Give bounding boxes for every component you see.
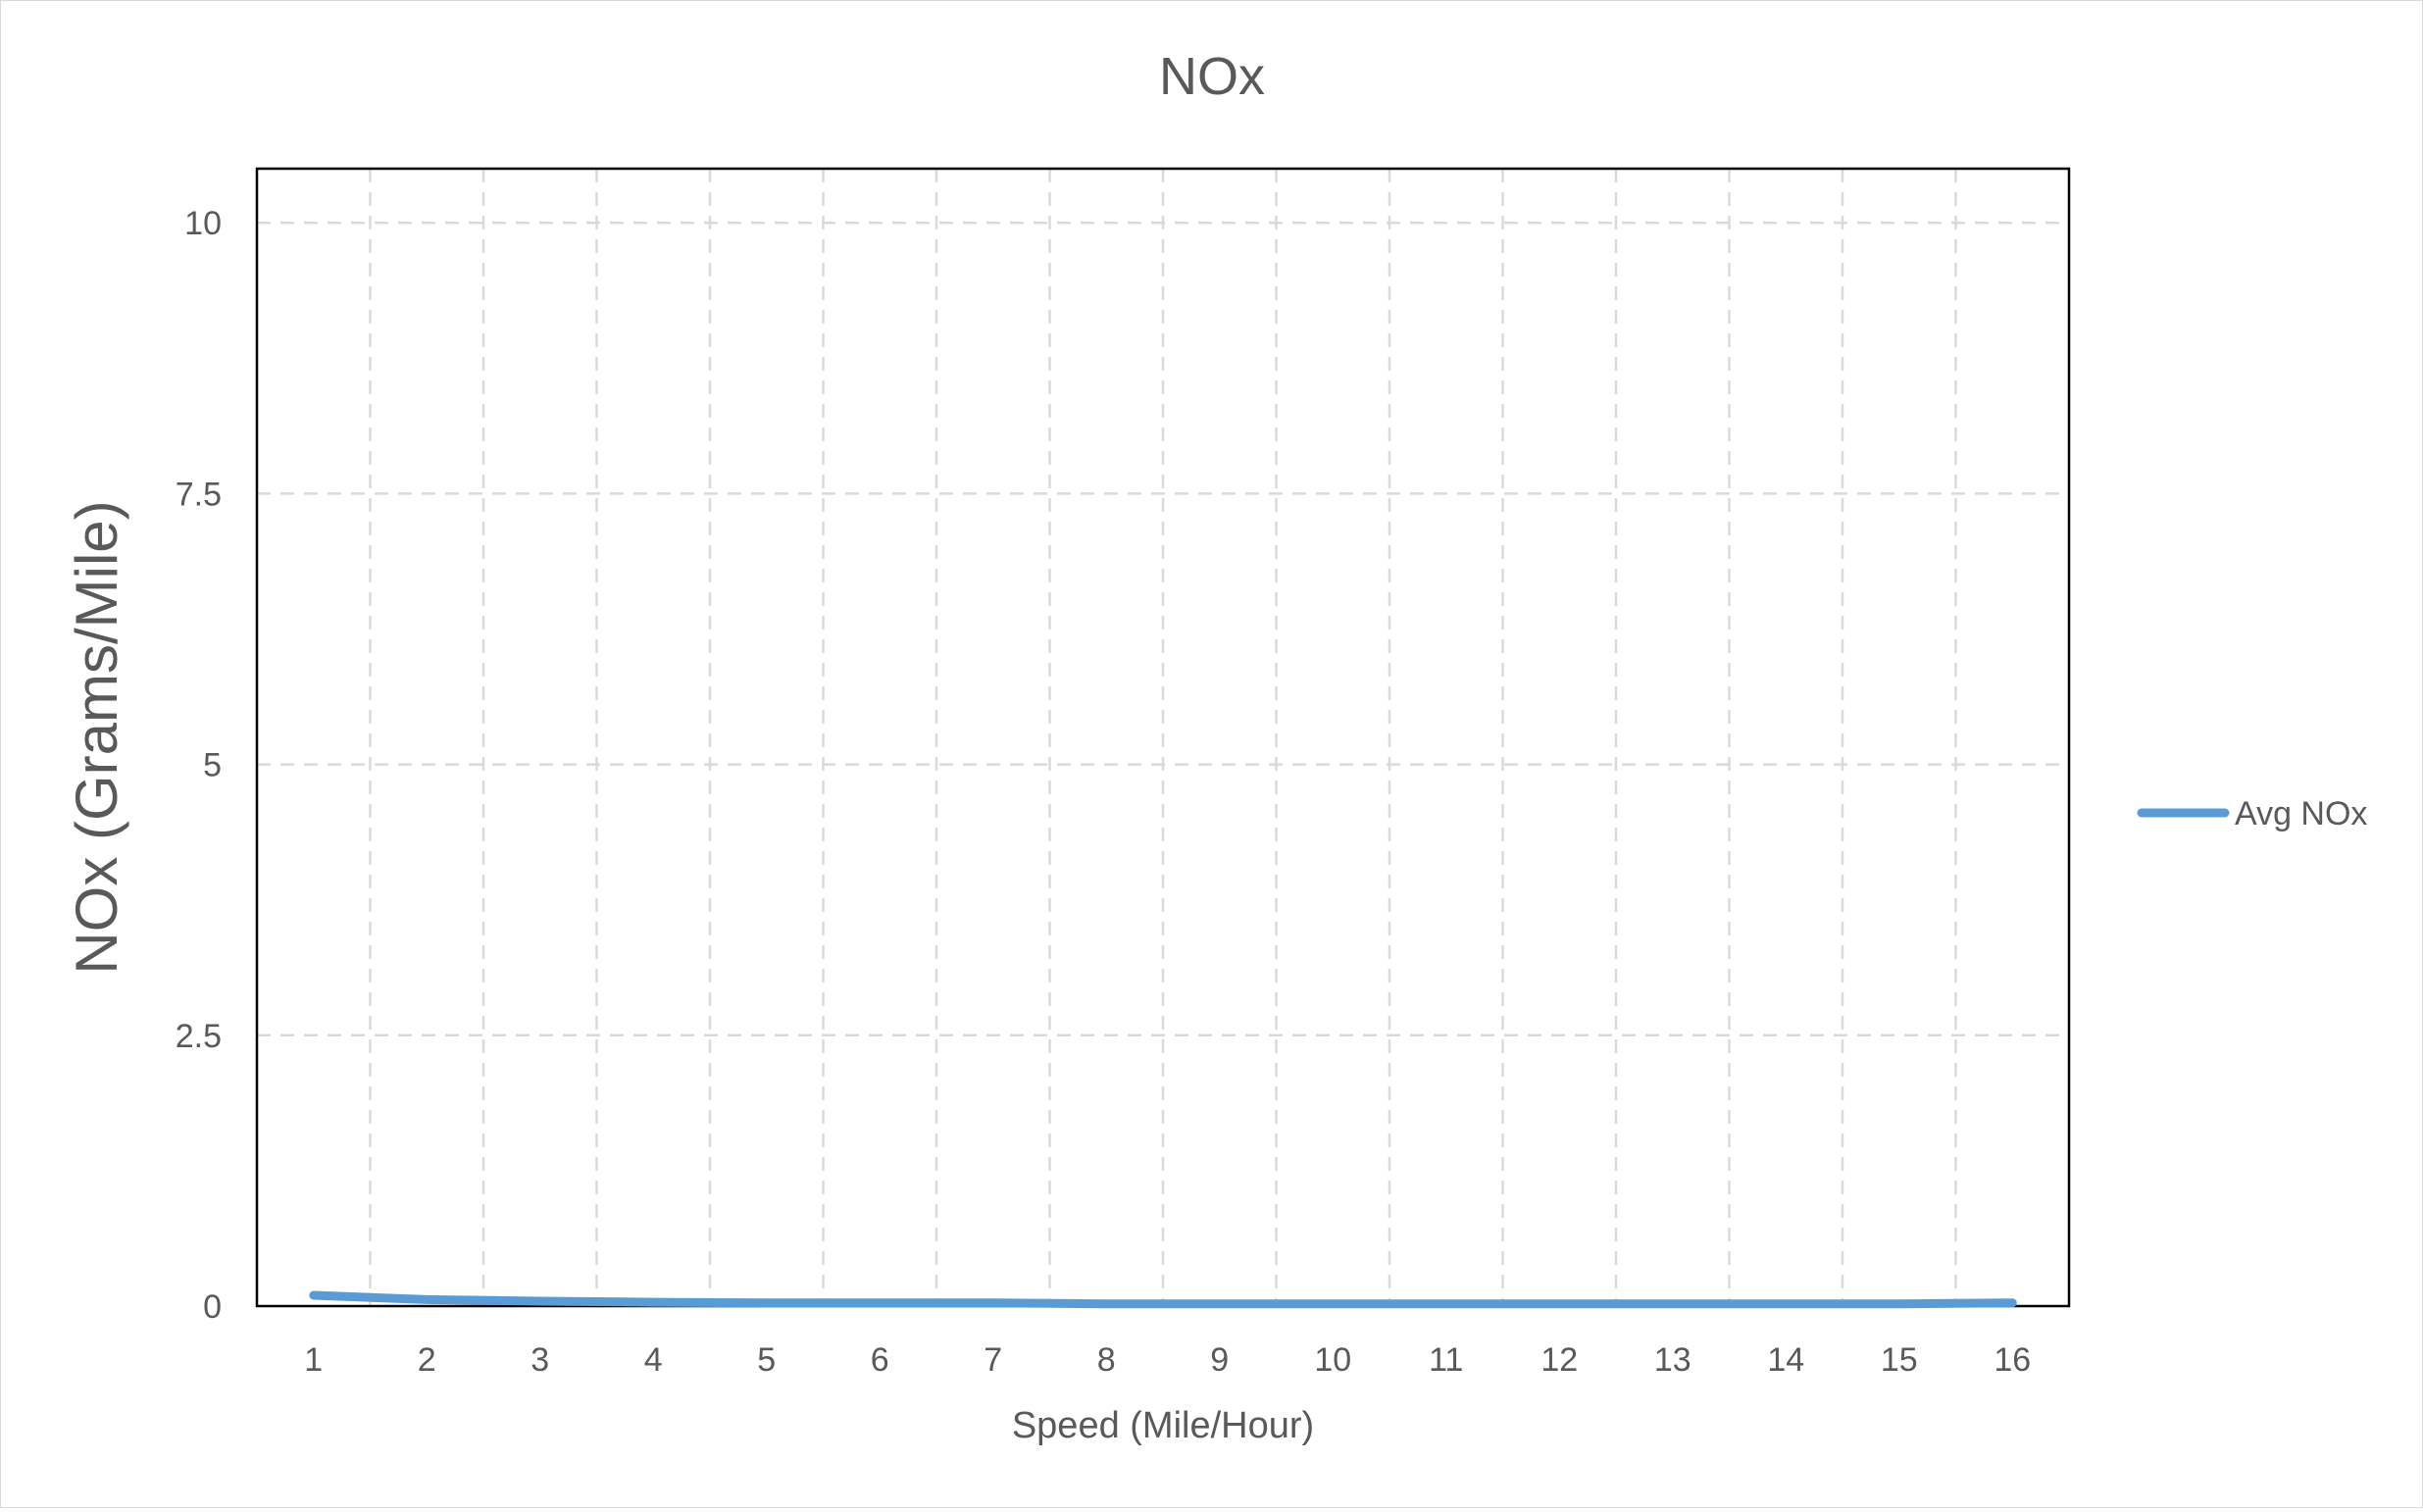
series-line-avg-nox	[314, 1295, 2013, 1304]
x-tick-label: 7	[984, 1341, 1002, 1379]
x-tick-label: 1	[304, 1341, 323, 1379]
chart-title: NOx	[1159, 47, 1265, 106]
vertical-gridlines	[371, 169, 1956, 1306]
y-tick-label: 2.5	[176, 1018, 222, 1055]
x-tick-label: 15	[1881, 1341, 1918, 1379]
x-tick-label: 14	[1767, 1341, 1804, 1379]
x-tick-label: 9	[1210, 1341, 1229, 1379]
legend: Avg NOx	[2142, 795, 2367, 832]
x-tick-label: 12	[1540, 1341, 1578, 1379]
legend-label-avg-nox: Avg NOx	[2235, 795, 2367, 832]
y-tick-label: 5	[203, 747, 222, 784]
x-tick-label: 2	[418, 1341, 436, 1379]
y-tick-label: 10	[184, 205, 222, 242]
y-tick-label: 0	[203, 1288, 222, 1326]
x-tick-label: 5	[757, 1341, 776, 1379]
x-tick-label: 6	[871, 1341, 889, 1379]
y-axis-tick-labels: 0 2.5 5 7.5 10	[176, 205, 222, 1326]
y-tick-label: 7.5	[176, 476, 222, 513]
x-tick-label: 11	[1429, 1341, 1463, 1379]
series-group	[314, 1295, 2013, 1304]
y-axis-title: NOx (Grams/Mile)	[64, 500, 129, 974]
x-tick-label: 4	[644, 1341, 663, 1379]
x-tick-label: 16	[1994, 1341, 2031, 1379]
x-tick-label: 3	[530, 1341, 549, 1379]
x-tick-label: 13	[1654, 1341, 1691, 1379]
x-tick-label: 8	[1097, 1341, 1116, 1379]
x-axis-title: Speed (Mile/Hour)	[1012, 1405, 1314, 1446]
x-tick-label: 10	[1314, 1341, 1351, 1379]
